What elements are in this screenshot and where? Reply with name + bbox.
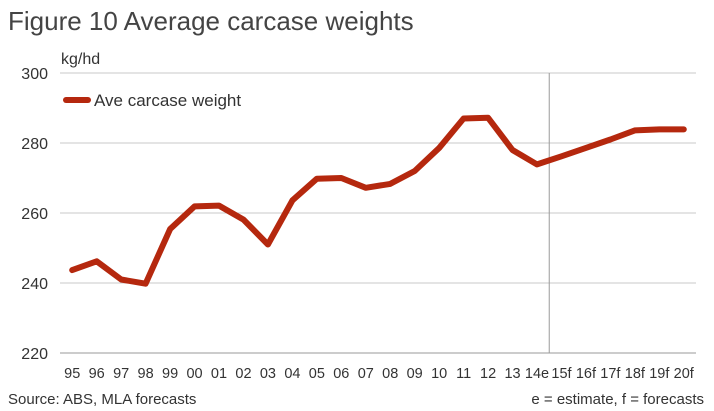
x-tick-label: 16f [576, 366, 597, 382]
x-tick-label: 12 [480, 366, 496, 382]
x-tick-label: 98 [138, 366, 154, 382]
x-tick-label: 14e [525, 366, 549, 382]
x-tick-label: 19f [649, 366, 670, 382]
data-point [167, 226, 173, 232]
x-tick-label: 02 [235, 366, 251, 382]
x-tick-label: 15f [551, 366, 572, 382]
x-tick-label: 09 [407, 366, 423, 382]
data-point [583, 145, 589, 151]
data-point [461, 116, 467, 121]
x-tick-label: 18f [625, 366, 646, 382]
x-tick-label: 20f [674, 366, 695, 382]
source-note: Source: ABS, MLA forecasts [8, 391, 196, 408]
data-point [681, 126, 687, 132]
x-tick-label: 96 [89, 366, 105, 382]
abbreviation-note: e = estimate, f = forecasts [531, 391, 704, 408]
x-tick-label: 95 [64, 366, 80, 382]
legend: Ave carcase weight [63, 91, 241, 110]
x-tick-label: 08 [382, 366, 398, 382]
x-tick-label: 99 [162, 366, 178, 382]
data-point [192, 203, 198, 209]
chart-title: Figure 10 Average carcase weights [8, 6, 414, 36]
x-tick-label: 06 [333, 366, 349, 382]
data-point [656, 126, 662, 132]
data-point [387, 181, 393, 187]
x-tick-label: 17f [600, 366, 621, 382]
y-tick-label: 240 [21, 276, 48, 293]
x-tick-label: 07 [358, 366, 374, 382]
data-point [94, 258, 100, 264]
y-axis-unit-label: kg/hd [61, 51, 100, 68]
series-points [69, 115, 687, 287]
legend-label: Ave carcase weight [94, 91, 241, 110]
x-tick-label: 05 [309, 366, 325, 382]
data-point [632, 127, 638, 133]
data-point [143, 281, 149, 287]
data-point [314, 176, 320, 182]
data-point [436, 145, 442, 151]
data-point [607, 137, 613, 142]
data-point [558, 153, 564, 159]
y-tick-label: 220 [21, 346, 48, 363]
gridlines [60, 72, 696, 354]
x-tick-label: 97 [113, 366, 129, 382]
data-point [240, 217, 246, 223]
data-point [485, 115, 491, 121]
y-tick-label: 300 [21, 66, 48, 83]
x-axis-ticks: 95 96 97 98 99 00 01 02 03 04 05 06 07 08 09 10 11 12 13 14… [64, 366, 695, 382]
x-tick-label: 00 [186, 366, 202, 382]
y-axis-ticks: 220 240 260 280 300 [21, 66, 48, 363]
x-tick-label: 10 [431, 366, 447, 382]
data-point [216, 203, 222, 209]
data-point [289, 197, 295, 203]
data-point [534, 161, 540, 167]
x-tick-label: 11 [456, 366, 471, 382]
series-line-ave-carcase-weight [69, 114, 687, 287]
y-tick-label: 260 [21, 206, 48, 223]
data-point [118, 277, 124, 282]
x-tick-label: 13 [504, 366, 520, 382]
data-point [265, 242, 271, 247]
data-point [510, 147, 516, 153]
data-point [338, 175, 344, 181]
y-tick-label: 280 [21, 136, 48, 153]
x-tick-label: 03 [260, 366, 276, 382]
data-point [363, 185, 369, 191]
x-tick-label: 04 [284, 366, 300, 382]
data-point [412, 168, 418, 174]
x-tick-label: 01 [211, 366, 227, 382]
data-point [69, 267, 75, 273]
